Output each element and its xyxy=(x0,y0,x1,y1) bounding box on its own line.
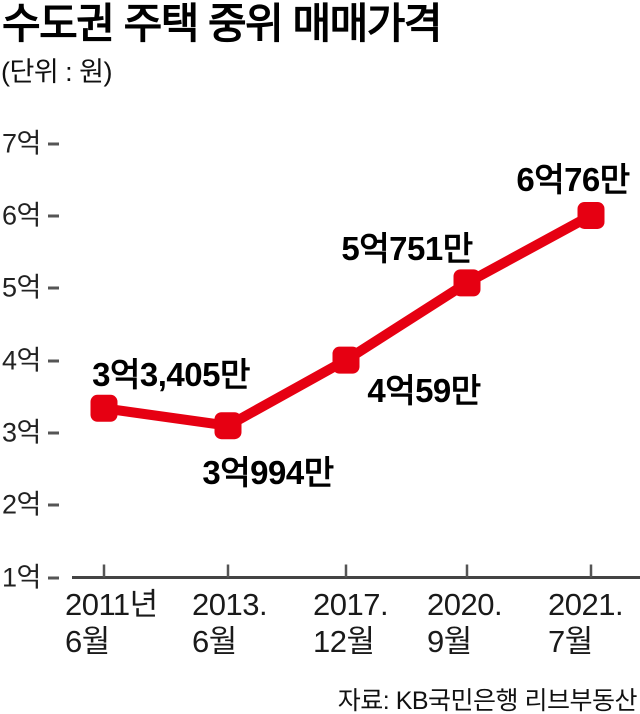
x-tick-label-line: 7월 xyxy=(548,624,593,659)
x-tick-label: 2021. 7월 xyxy=(548,586,624,660)
data-point-label: 6억76만 xyxy=(516,161,630,198)
x-tick-label-line: 2020. xyxy=(427,587,503,622)
x-tick-label: 2020. 9월 xyxy=(427,586,503,660)
x-tick-label: 2011년 6월 xyxy=(65,586,158,660)
y-tick-label: 7억 xyxy=(2,128,41,159)
data-point-marker xyxy=(332,346,360,374)
x-tick-label: 2017. 12월 xyxy=(313,586,389,660)
y-tick-dash xyxy=(48,142,59,146)
y-tick-dash xyxy=(48,503,59,507)
data-point-marker xyxy=(214,412,242,440)
x-tick-label-line: 2017. xyxy=(313,587,389,622)
unit-note: (단위 : 원) xyxy=(1,57,113,87)
x-tick-label: 2013. 6월 xyxy=(192,586,268,660)
data-point-marker xyxy=(453,269,481,297)
x-tick-label-line: 6월 xyxy=(192,624,237,659)
y-tick-dash xyxy=(48,431,59,435)
y-tick-label: 6억 xyxy=(2,200,41,231)
y-tick-label: 3억 xyxy=(2,417,41,448)
y-tick-label: 5억 xyxy=(2,272,41,303)
y-tick-dash xyxy=(48,286,59,290)
y-tick-dash xyxy=(48,359,59,363)
y-tick-label: 1억 xyxy=(2,562,41,592)
x-tick-label-line: 2021. xyxy=(548,587,624,622)
data-point-marker xyxy=(577,201,605,229)
x-tick-label-line: 9월 xyxy=(427,624,472,659)
data-point-marker xyxy=(90,394,118,422)
chart-title: 수도권 주택 중위 매매가격 xyxy=(2,0,443,47)
y-tick-dash xyxy=(48,576,59,579)
data-point-label: 4억59만 xyxy=(367,372,481,409)
y-tick-label: 4억 xyxy=(2,345,41,376)
data-point-label: 3억994만 xyxy=(202,454,334,491)
y-tick-label: 2억 xyxy=(2,489,41,520)
x-tick-label-line: 12월 xyxy=(313,624,375,659)
source-credit: 자료: KB국민은행 리브부동산 xyxy=(337,687,638,714)
x-tick-label-line: 2013. xyxy=(192,587,268,622)
x-tick-label-line: 6월 xyxy=(65,624,110,659)
data-point-label: 3억3,405만 xyxy=(92,356,250,393)
y-tick-dash xyxy=(48,214,59,218)
data-point-label: 5억751만 xyxy=(341,230,473,267)
x-tick-label-line: 2011년 xyxy=(65,587,158,622)
